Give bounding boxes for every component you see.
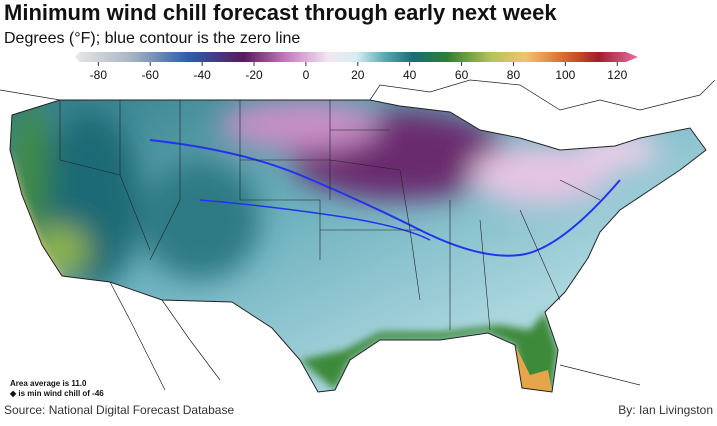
scale-tick-label: 20	[351, 68, 365, 82]
scale-tick-label: 100	[555, 68, 575, 82]
byline: By: Ian Livingston	[618, 403, 713, 417]
title: Minimum wind chill forecast through earl…	[4, 0, 557, 25]
scale-tick-label: -40	[193, 68, 211, 82]
us-outline	[9, 99, 707, 393]
scale-tick-label: 0	[303, 68, 310, 82]
map	[10, 100, 706, 392]
scale-tick-label: -20	[245, 68, 263, 82]
scale-tick-label: 60	[455, 68, 469, 82]
scale-tick-label: -60	[142, 68, 160, 82]
min-note: ◆ is min wind chill of -46	[9, 389, 104, 398]
color-scale: -80 -60 -40 -20 0 20 40 60 80 100 120	[75, 52, 638, 82]
state-lines	[59, 100, 601, 331]
area-average: Area average is 11.0	[10, 379, 87, 388]
scale-tick-label: 40	[403, 68, 417, 82]
scale-tick-label: 80	[507, 68, 521, 82]
scale-tick-label: 120	[607, 68, 627, 82]
scale-tick-label: -80	[90, 68, 108, 82]
subtitle: Degrees (°F); blue contour is the zero l…	[4, 30, 300, 47]
neighbor-outlines	[0, 79, 716, 391]
color-scale-bar	[75, 52, 638, 62]
source: Source: National Digital Forecast Databa…	[4, 403, 234, 417]
